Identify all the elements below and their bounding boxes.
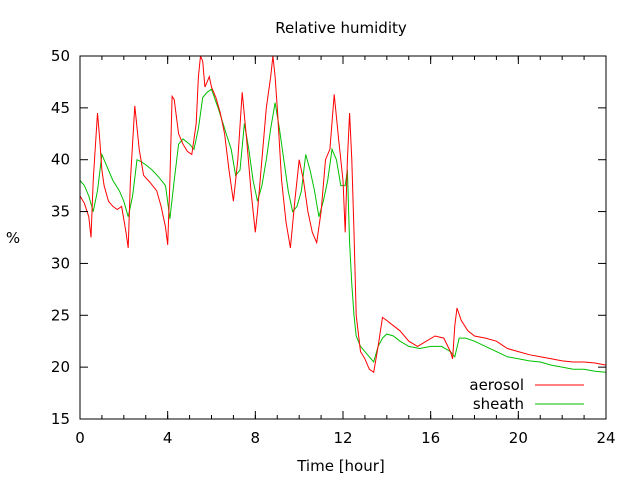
y-tick-label: 15 <box>51 410 70 428</box>
y-tick-label: 35 <box>51 203 70 221</box>
x-tick-label: 0 <box>75 429 85 447</box>
series-layer <box>79 55 607 374</box>
y-tick-label: 50 <box>51 47 70 65</box>
chart-title: Relative humidity <box>275 19 407 37</box>
legend-label-sheath: sheath <box>473 395 524 413</box>
x-tick-label: 8 <box>251 429 261 447</box>
x-tick-label: 12 <box>333 429 352 447</box>
tick-layer: 0 4 8 12 16 20 24 15 20 25 30 35 40 45 50 <box>51 47 616 447</box>
y-tick-label: 45 <box>51 99 70 117</box>
series-line-aerosol <box>79 55 607 374</box>
y-tick-label: 20 <box>51 358 70 376</box>
x-tick-label: 16 <box>421 429 440 447</box>
y-axis-label: % <box>6 229 20 247</box>
y-tick-label: 30 <box>51 254 70 272</box>
legend-label-aerosol: aerosol <box>469 376 524 394</box>
x-tick-label: 24 <box>596 429 615 447</box>
plot-frame <box>79 55 607 420</box>
y-tick-label: 25 <box>51 306 70 324</box>
x-tick-label: 20 <box>509 429 528 447</box>
y-tick-label: 40 <box>51 151 70 169</box>
x-tick-label: 4 <box>163 429 173 447</box>
x-axis-label: Time [hour] <box>296 457 385 475</box>
series-line-sheath <box>79 88 607 373</box>
